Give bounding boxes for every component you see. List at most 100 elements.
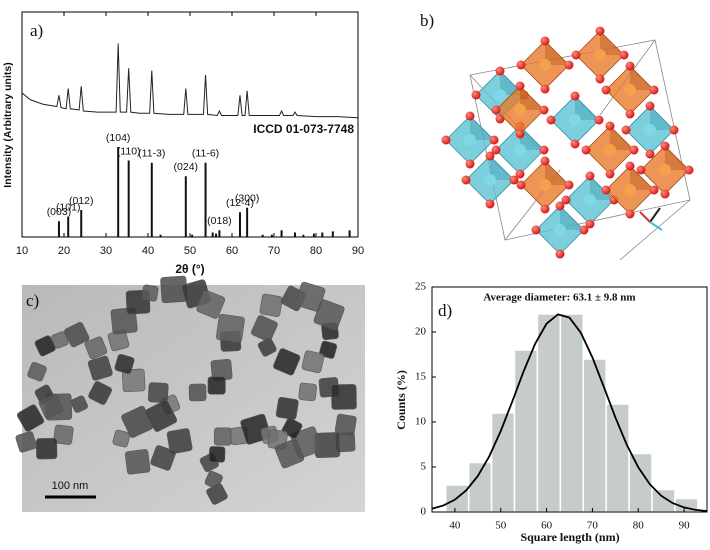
nanoparticle [274, 438, 305, 469]
octahedron-face [470, 116, 494, 140]
nanoparticle [88, 381, 112, 405]
nanoparticle [38, 393, 64, 419]
oxygen-atom [509, 175, 519, 185]
oxygen-atom [585, 219, 595, 229]
x-axis-label: Square length (nm) [520, 530, 619, 544]
nanoparticle [204, 470, 223, 489]
nanoparticle [298, 382, 317, 402]
oxygen-atom [636, 165, 646, 175]
x-tick-label: 60 [226, 245, 238, 257]
nanoparticle [121, 368, 146, 393]
octahedron-face [665, 146, 689, 170]
histogram-bar [651, 488, 676, 513]
nanoparticle [257, 337, 277, 357]
metal-atom [484, 174, 496, 186]
oxygen-atom [594, 115, 604, 125]
oxygen-atom [645, 149, 655, 159]
x-tick-label: 80 [310, 245, 322, 257]
nanoparticle [15, 431, 37, 453]
oxygen-atom [485, 151, 495, 161]
octahedron-face [630, 166, 654, 190]
oxygen-atom [491, 145, 501, 155]
oxygen-atom [516, 180, 526, 190]
nanoparticle [70, 395, 88, 413]
nanoparticle [124, 449, 151, 475]
metal-atom [539, 179, 551, 191]
metal-atom [539, 59, 551, 71]
y-tick-label: 10 [415, 416, 427, 428]
oxygen-atom [489, 135, 499, 145]
oxygen-atom [649, 185, 659, 195]
nanoparticle [87, 355, 113, 381]
y-axis-label: Intensity (Arbitrary units) [2, 62, 14, 187]
peak-label: (104) [106, 132, 131, 144]
octahedron-face [490, 156, 514, 180]
y-axis-label: Counts (%) [394, 370, 408, 430]
peak-label: (11-6) [192, 148, 219, 160]
nanoparticle [51, 331, 69, 349]
peak-label: (110) [117, 145, 141, 157]
nanoparticle [301, 350, 325, 374]
octahedron-face [650, 106, 674, 130]
histogram-bar [536, 313, 562, 513]
metal-atom [554, 224, 566, 236]
oxygen-atom [485, 199, 495, 209]
nanoparticle [319, 340, 338, 359]
oxygen-atom [516, 60, 526, 70]
octahedron-face [545, 161, 569, 185]
x-tick-label: 40 [449, 520, 461, 532]
oxygen-atom [555, 249, 565, 259]
unit-cell-edge [619, 199, 691, 261]
nanoparticle [114, 354, 135, 374]
metal-atom [464, 134, 476, 146]
x-tick-label: 30 [100, 245, 112, 257]
histogram-bar [467, 461, 493, 513]
oxygen-atom [595, 74, 605, 84]
metal-atom [644, 124, 656, 136]
oxygen-atom [515, 129, 525, 139]
diffraction-pattern [21, 43, 359, 119]
y-tick-label: 20 [415, 326, 427, 338]
histogram-bar [605, 403, 630, 513]
axis-indicator [639, 211, 651, 223]
x-tick-label: 50 [495, 520, 507, 532]
oxygen-atom [561, 195, 571, 205]
nanoparticle [27, 361, 47, 382]
nanoparticle [331, 384, 357, 410]
x-tick-label: 20 [58, 245, 70, 257]
metal-atom [594, 49, 606, 61]
x-tick-label: 80 [633, 520, 645, 532]
oxygen-atom [555, 201, 565, 211]
nanoparticle [166, 428, 193, 454]
oxygen-atom [540, 156, 550, 166]
oxygen-atom [621, 125, 631, 135]
metal-atom [514, 144, 526, 156]
x-tick-label: 70 [587, 520, 599, 532]
nanoparticle [112, 429, 131, 448]
octahedron-face [545, 41, 569, 65]
oxygen-atom [531, 225, 541, 235]
oxygen-atom [595, 26, 605, 36]
x-axis-label: 2θ (°) [175, 262, 204, 276]
oxygen-atom [581, 145, 591, 155]
oxygen-atom [515, 81, 525, 91]
oxygen-atom [625, 61, 635, 71]
peak-label: (003) [47, 206, 72, 218]
nanoparticle [251, 315, 278, 342]
oxygen-atom [491, 105, 501, 115]
peak-label: (12-4) [226, 197, 254, 209]
oxygen-atom [570, 139, 580, 149]
metal-atom [584, 194, 596, 206]
oxygen-atom [540, 84, 550, 94]
x-tick-label: 40 [142, 245, 154, 257]
oxygen-atom [601, 185, 611, 195]
metal-atom [514, 104, 526, 116]
oxygen-atom [579, 225, 589, 235]
metal-atom [659, 164, 671, 176]
x-tick-label: 10 [16, 245, 28, 257]
peak-label: (101) [56, 202, 81, 214]
oxygen-atom [441, 135, 451, 145]
nanoparticle [141, 284, 159, 302]
nanoparticle [334, 413, 357, 436]
